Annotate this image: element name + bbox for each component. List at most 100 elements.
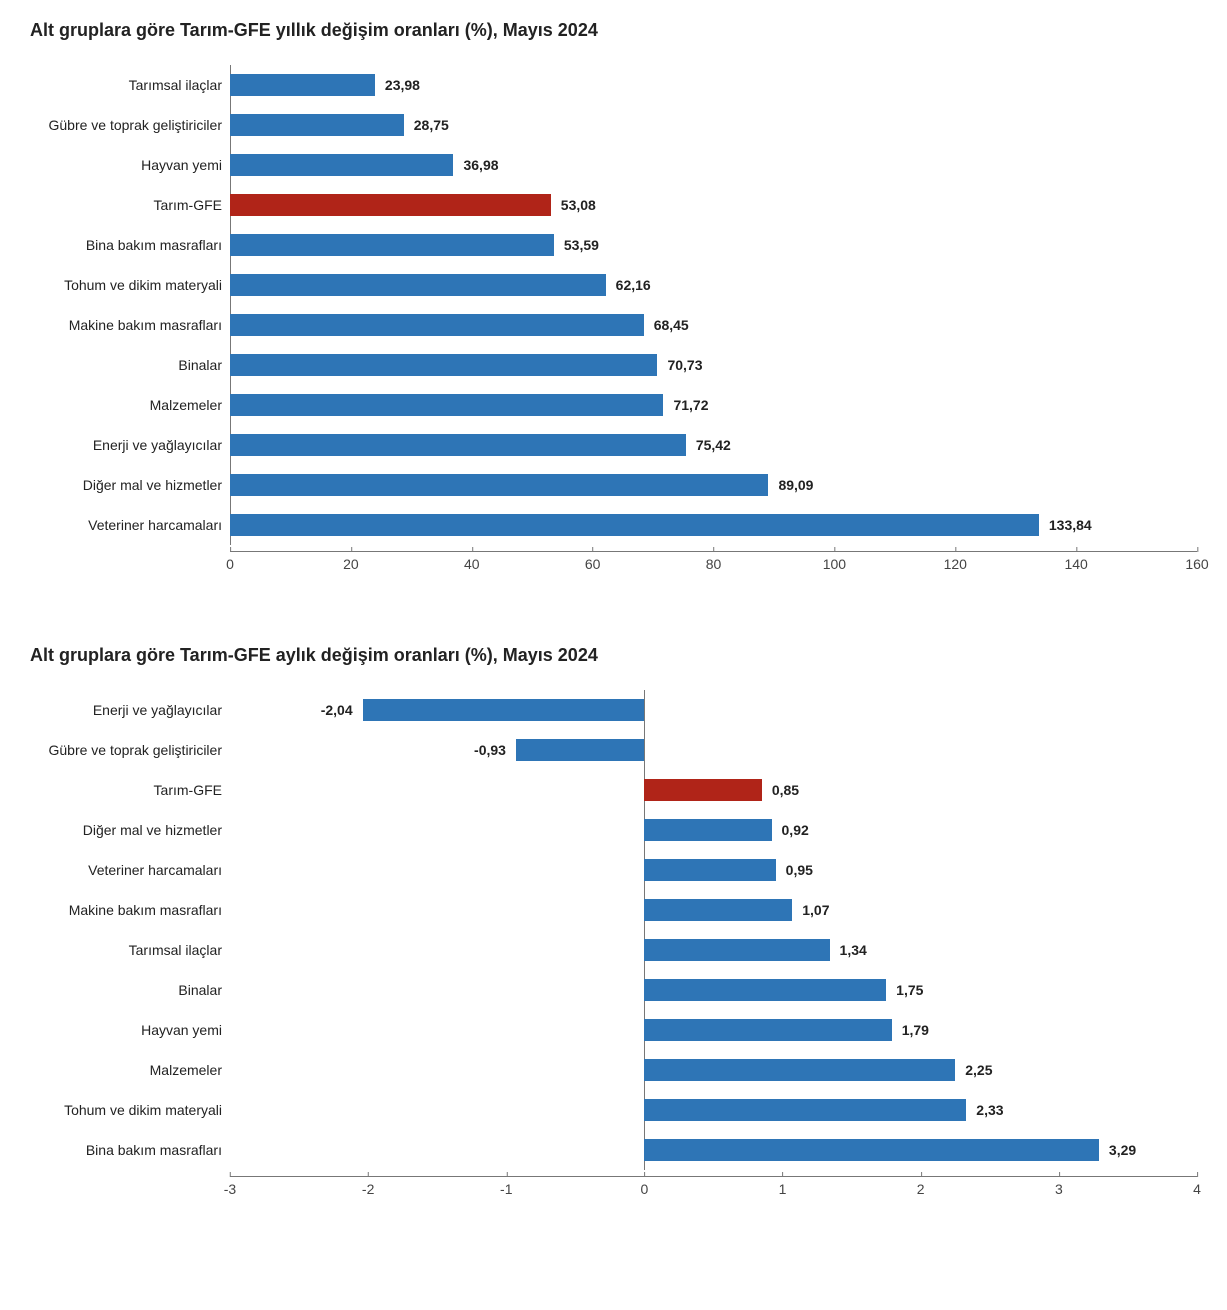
plot-cell: 1,79 <box>230 1010 1197 1050</box>
chart2-block: Alt gruplara göre Tarım-GFE aylık değişi… <box>30 645 1197 1200</box>
category-label: Makine bakım masrafları <box>30 317 230 333</box>
value-label: 71,72 <box>673 397 708 413</box>
chart-row: Binalar 70,73 <box>30 345 1197 385</box>
bar <box>230 74 375 96</box>
category-label: Enerji ve yağlayıcılar <box>30 702 230 718</box>
value-label: 70,73 <box>667 357 702 373</box>
category-label: Gübre ve toprak geliştiriciler <box>30 117 230 133</box>
x-tick: 0 <box>641 1177 649 1197</box>
bar <box>230 314 644 336</box>
x-tick: 0 <box>226 552 234 572</box>
chart-row: Malzemeler2,25 <box>30 1050 1197 1090</box>
value-label: 68,45 <box>654 317 689 333</box>
chart-row: Tarım-GFE 0,85 <box>30 770 1197 810</box>
chart-row: Diğer mal ve hizmetler89,09 <box>30 465 1197 505</box>
chart-row: Veteriner harcamaları133,84 <box>30 505 1197 545</box>
category-label: Bina bakım masrafları <box>30 1142 230 1158</box>
x-tick: 2 <box>917 1177 925 1197</box>
bar <box>230 114 404 136</box>
bar <box>230 394 663 416</box>
category-label: Veteriner harcamaları <box>30 862 230 878</box>
plot-cell: 53,59 <box>230 225 1197 265</box>
axis-spacer <box>30 1176 230 1200</box>
category-label: Hayvan yemi <box>30 1022 230 1038</box>
value-label: 1,75 <box>896 982 923 998</box>
value-label: 0,95 <box>786 862 813 878</box>
value-label: 0,85 <box>772 782 799 798</box>
x-tick: 1 <box>779 1177 787 1197</box>
value-label: 1,07 <box>802 902 829 918</box>
category-label: Tohum ve dikim materyali <box>30 1102 230 1118</box>
chart-row: Veteriner harcamaları 0,95 <box>30 850 1197 890</box>
bar <box>230 274 606 296</box>
chart-row: Bina bakım masrafları53,59 <box>30 225 1197 265</box>
plot-cell: 0,92 <box>230 810 1197 850</box>
x-tick: 140 <box>1064 552 1087 572</box>
value-label: 2,25 <box>965 1062 992 1078</box>
x-tick: 3 <box>1055 1177 1063 1197</box>
bar <box>644 979 886 1001</box>
x-tick: 60 <box>585 552 601 572</box>
chart-row: Tarımsal ilaçlar1,34 <box>30 930 1197 970</box>
plot-cell: 1,75 <box>230 970 1197 1010</box>
plot-cell: 89,09 <box>230 465 1197 505</box>
plot-cell: 62,16 <box>230 265 1197 305</box>
chart-row: Enerji ve yağlayıcılar -2,04 <box>30 690 1197 730</box>
chart-row: Makine bakım masrafları 68,45 <box>30 305 1197 345</box>
plot-cell: 133,84 <box>230 505 1197 545</box>
category-label: Diğer mal ve hizmetler <box>30 822 230 838</box>
plot-cell: 0,85 <box>230 770 1197 810</box>
bar-highlight <box>230 194 551 216</box>
value-label: 23,98 <box>385 77 420 93</box>
chart-row: Tohum ve dikim materyali62,16 <box>30 265 1197 305</box>
bar <box>644 1099 966 1121</box>
chart-row: Hayvan yemi 1,79 <box>30 1010 1197 1050</box>
plot-cell: 75,42 <box>230 425 1197 465</box>
value-label: 1,34 <box>840 942 867 958</box>
value-label: 36,98 <box>463 157 498 173</box>
x-tick: -3 <box>224 1177 236 1197</box>
zero-line <box>644 690 645 730</box>
bar <box>644 1139 1098 1161</box>
plot-cell: 28,75 <box>230 105 1197 145</box>
plot-cell: 36,98 <box>230 145 1197 185</box>
bar <box>644 819 771 841</box>
bar <box>644 1019 891 1041</box>
x-tick: -1 <box>500 1177 512 1197</box>
plot-cell: 1,07 <box>230 890 1197 930</box>
bar <box>644 859 775 881</box>
value-label: 89,09 <box>778 477 813 493</box>
plot-cell: 71,72 <box>230 385 1197 425</box>
chart-row: Malzemeler71,72 <box>30 385 1197 425</box>
x-tick: 4 <box>1193 1177 1201 1197</box>
value-label: 133,84 <box>1049 517 1092 533</box>
value-label: -2,04 <box>321 702 353 718</box>
bar <box>363 699 645 721</box>
x-tick: 120 <box>944 552 967 572</box>
bar <box>644 939 829 961</box>
plot-cell: 2,25 <box>230 1050 1197 1090</box>
bar <box>516 739 644 761</box>
value-label: 62,16 <box>616 277 651 293</box>
value-label: 1,79 <box>902 1022 929 1038</box>
axis-cell: -3-2-101234 <box>230 1176 1197 1200</box>
plot-cell: -2,04 <box>230 690 1197 730</box>
category-label: Gübre ve toprak geliştiriciler <box>30 742 230 758</box>
plot-cell: 68,45 <box>230 305 1197 345</box>
x-tick: 80 <box>706 552 722 572</box>
category-label: Tarımsal ilaçlar <box>30 77 230 93</box>
x-tick: 20 <box>343 552 359 572</box>
chart-row: Diğer mal ve hizmetler0,92 <box>30 810 1197 850</box>
chart-row: Gübre ve toprak geliştiriciler-0,93 <box>30 730 1197 770</box>
bar <box>230 514 1039 536</box>
value-label: 28,75 <box>414 117 449 133</box>
chart-row: Gübre ve toprak geliştiriciler 28,75 <box>30 105 1197 145</box>
category-label: Hayvan yemi <box>30 157 230 173</box>
category-label: Tarım-GFE <box>30 782 230 798</box>
category-label: Makine bakım masrafları <box>30 902 230 918</box>
category-label: Binalar <box>30 982 230 998</box>
category-label: Binalar <box>30 357 230 373</box>
x-tick: 160 <box>1185 552 1208 572</box>
value-label: 75,42 <box>696 437 731 453</box>
value-label: 53,08 <box>561 197 596 213</box>
